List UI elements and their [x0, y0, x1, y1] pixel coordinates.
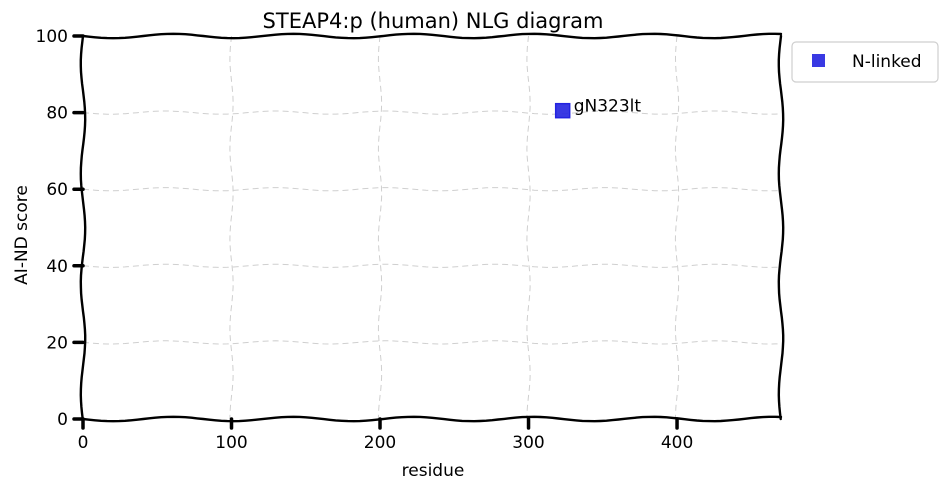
grid-line-x: [377, 35, 383, 420]
x-tick-label: 200: [364, 433, 396, 453]
y-tick-label: 100: [36, 27, 68, 47]
frame-top: [81, 32, 783, 40]
grid-line-x: [229, 35, 234, 420]
y-tick-label: 40: [46, 257, 68, 277]
frame-bottom: [81, 415, 783, 423]
frame-left: [79, 34, 87, 421]
chart-title: STEAP4:p (human) NLG diagram: [263, 9, 604, 33]
x-tick-label: 300: [512, 433, 544, 453]
y-tick-label: 0: [57, 410, 68, 430]
data-point-label: gN323lt: [574, 97, 642, 117]
grid-lines: [82, 35, 782, 420]
legend-marker-n-linked: [812, 54, 825, 67]
axis-ticks: 0 100 200 300 400 0 20 40 60 80 100: [36, 27, 694, 453]
grid-line-y: [82, 263, 782, 268]
x-tick-label: 100: [215, 433, 247, 453]
legend-frame: [791, 41, 939, 83]
grid-line-y: [82, 340, 782, 345]
grid-line-y: [82, 187, 782, 192]
data-points: gN323lt: [554, 97, 642, 119]
y-axis-label: AI-ND score: [12, 185, 32, 285]
frame-right: [777, 34, 785, 421]
grid-line-x: [674, 35, 680, 420]
y-tick-label: 20: [46, 333, 68, 353]
grid-line-y: [82, 110, 782, 115]
x-axis-label: residue: [402, 461, 465, 481]
plot-frame: [79, 32, 785, 423]
x-tick-label: 400: [661, 433, 693, 453]
y-tick-label: 80: [46, 104, 68, 124]
y-tick-label: 60: [46, 180, 68, 200]
legend-label-n-linked: N-linked: [852, 52, 922, 72]
legend: N-linked: [791, 41, 939, 83]
x-tick-label: 0: [78, 433, 89, 453]
data-point: [554, 102, 571, 119]
grid-line-x: [526, 35, 531, 420]
